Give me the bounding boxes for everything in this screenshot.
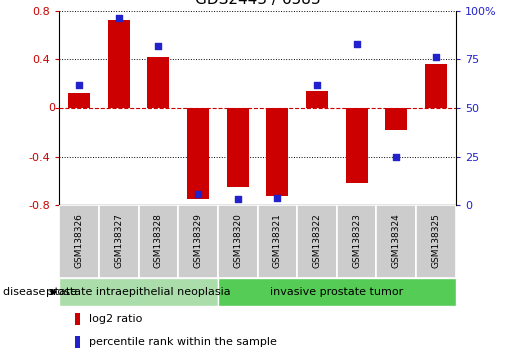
Point bbox=[154, 43, 163, 48]
Bar bbox=[187, 108, 209, 199]
Bar bbox=[306, 91, 328, 108]
Text: invasive prostate tumor: invasive prostate tumor bbox=[270, 287, 403, 297]
Point bbox=[114, 16, 123, 21]
Bar bbox=[218, 278, 456, 306]
Text: GSM138322: GSM138322 bbox=[313, 213, 321, 268]
Point bbox=[313, 82, 321, 87]
Bar bbox=[147, 57, 169, 108]
Point bbox=[234, 196, 242, 202]
Text: GSM138321: GSM138321 bbox=[273, 213, 282, 268]
Bar bbox=[75, 313, 80, 325]
Bar bbox=[218, 205, 258, 278]
Bar bbox=[59, 205, 99, 278]
Point bbox=[75, 82, 83, 87]
Point bbox=[392, 154, 401, 159]
Point bbox=[273, 195, 281, 200]
Text: percentile rank within the sample: percentile rank within the sample bbox=[89, 337, 277, 347]
Bar bbox=[425, 64, 447, 108]
Text: GSM138329: GSM138329 bbox=[194, 213, 202, 268]
Bar bbox=[258, 205, 297, 278]
Bar bbox=[337, 205, 376, 278]
Bar bbox=[266, 108, 288, 195]
Text: 0: 0 bbox=[48, 103, 55, 113]
Text: GSM138320: GSM138320 bbox=[233, 213, 242, 268]
Bar bbox=[59, 278, 218, 306]
Bar bbox=[227, 108, 249, 187]
Text: log2 ratio: log2 ratio bbox=[89, 314, 142, 324]
Text: GSM138324: GSM138324 bbox=[392, 213, 401, 268]
Bar bbox=[178, 205, 218, 278]
Text: disease state: disease state bbox=[3, 287, 77, 297]
Bar bbox=[108, 21, 130, 108]
Bar bbox=[346, 108, 368, 183]
Point bbox=[352, 41, 360, 46]
Point bbox=[432, 55, 440, 60]
Text: prostate intraepithelial neoplasia: prostate intraepithelial neoplasia bbox=[46, 287, 231, 297]
Text: GSM138328: GSM138328 bbox=[154, 213, 163, 268]
Bar bbox=[297, 205, 337, 278]
Bar bbox=[75, 336, 80, 348]
Bar bbox=[99, 205, 139, 278]
Title: GDS2443 / 6583: GDS2443 / 6583 bbox=[195, 0, 320, 7]
Text: GSM138326: GSM138326 bbox=[75, 213, 83, 268]
Text: GSM138323: GSM138323 bbox=[352, 213, 361, 268]
Bar bbox=[68, 93, 90, 108]
Bar bbox=[416, 205, 456, 278]
Bar bbox=[385, 108, 407, 130]
Bar bbox=[376, 205, 416, 278]
Text: GSM138325: GSM138325 bbox=[432, 213, 440, 268]
Text: GSM138327: GSM138327 bbox=[114, 213, 123, 268]
Point bbox=[194, 191, 202, 196]
Bar bbox=[139, 205, 178, 278]
